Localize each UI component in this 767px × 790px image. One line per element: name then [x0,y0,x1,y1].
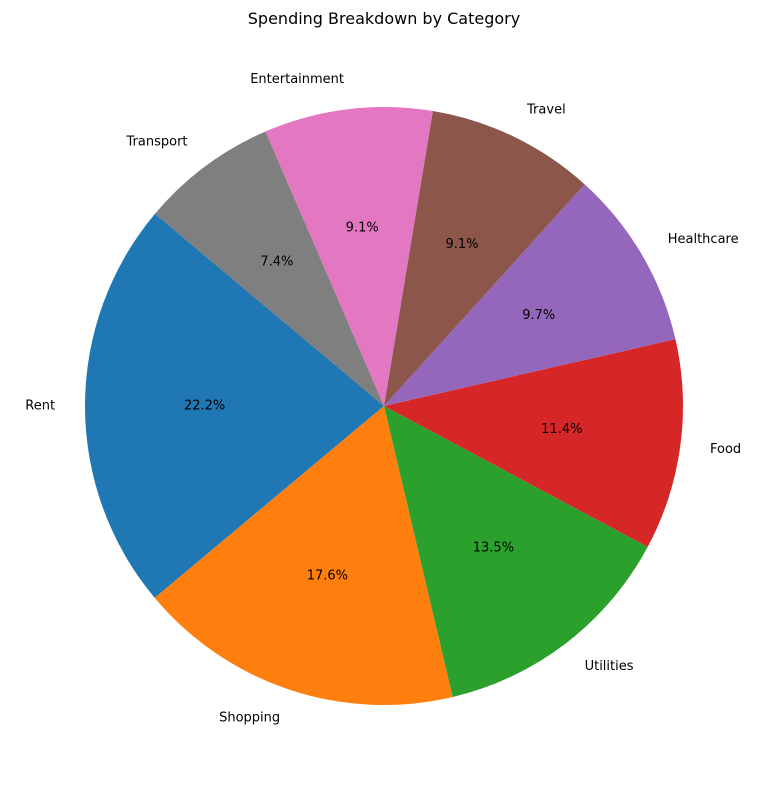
category-label-rent: Rent [25,398,55,413]
category-label-food: Food [710,442,741,457]
pie-slice-entertainment [265,107,433,407]
category-label-shopping: Shopping [219,711,280,726]
category-label-entertainment: Entertainment [250,72,344,87]
percent-label-healthcare: 9.7% [522,308,555,323]
percent-label-shopping: 17.6% [307,569,348,584]
pie-slice-travel [384,111,585,406]
category-label-travel: Travel [526,102,566,117]
category-label-healthcare: Healthcare [668,232,739,247]
pie-slice-healthcare [384,184,676,406]
pie-slices [84,107,683,705]
category-label-transport: Transport [126,135,188,150]
pie-slice-rent [84,213,384,598]
percent-label-rent: 22.2% [184,398,225,413]
percent-label-utilities: 13.5% [473,541,514,556]
category-labels: Rent Shopping Utilities Food Healthcare Trave… [25,72,741,726]
pie-slice-transport [154,131,384,406]
pie-slice-utilities [384,406,648,698]
category-label-utilities: Utilities [585,659,634,674]
percent-label-entertainment: 9.1% [346,220,379,235]
pie-slice-food [384,339,683,547]
chart-title: Spending Breakdown by Category [248,9,520,28]
percent-label-travel: 9.1% [446,237,479,252]
percent-label-food: 11.4% [541,422,582,437]
pie-slice-shopping [154,406,453,705]
percent-label-transport: 7.4% [260,255,293,270]
percent-labels: 22.2% 17.6% 13.5% 11.4% 9.7% 9.1% 9.1% 7.4% [184,220,583,583]
